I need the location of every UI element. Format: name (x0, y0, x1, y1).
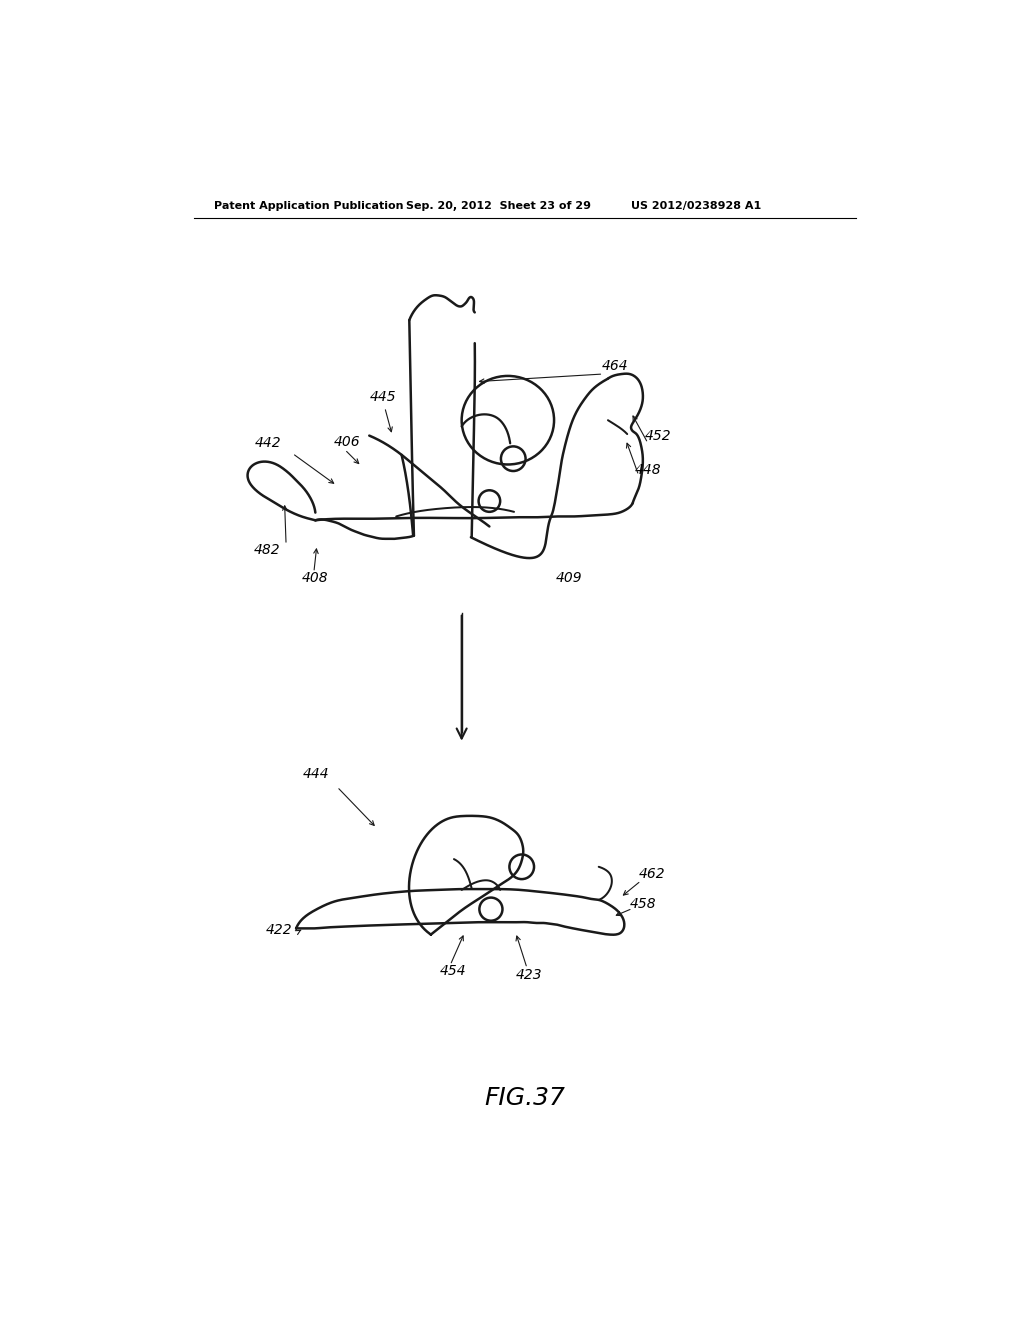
Text: 409: 409 (556, 572, 583, 585)
Text: FIG.37: FIG.37 (484, 1086, 565, 1110)
Text: 422: 422 (265, 923, 292, 937)
Text: 462: 462 (639, 867, 666, 882)
Text: 444: 444 (303, 767, 330, 781)
Text: 423: 423 (515, 968, 542, 982)
Text: Sep. 20, 2012  Sheet 23 of 29: Sep. 20, 2012 Sheet 23 of 29 (407, 201, 591, 211)
Text: 458: 458 (630, 896, 656, 911)
Text: 482: 482 (254, 543, 281, 557)
Text: 445: 445 (370, 391, 396, 404)
Text: Patent Application Publication: Patent Application Publication (214, 201, 403, 211)
Text: 464: 464 (602, 359, 629, 374)
Text: 442: 442 (255, 437, 282, 450)
Text: 452: 452 (645, 429, 672, 442)
Text: 408: 408 (301, 572, 328, 585)
Text: US 2012/0238928 A1: US 2012/0238928 A1 (631, 201, 761, 211)
Text: 406: 406 (334, 434, 360, 449)
Text: 448: 448 (635, 463, 662, 478)
Text: 454: 454 (440, 964, 467, 978)
